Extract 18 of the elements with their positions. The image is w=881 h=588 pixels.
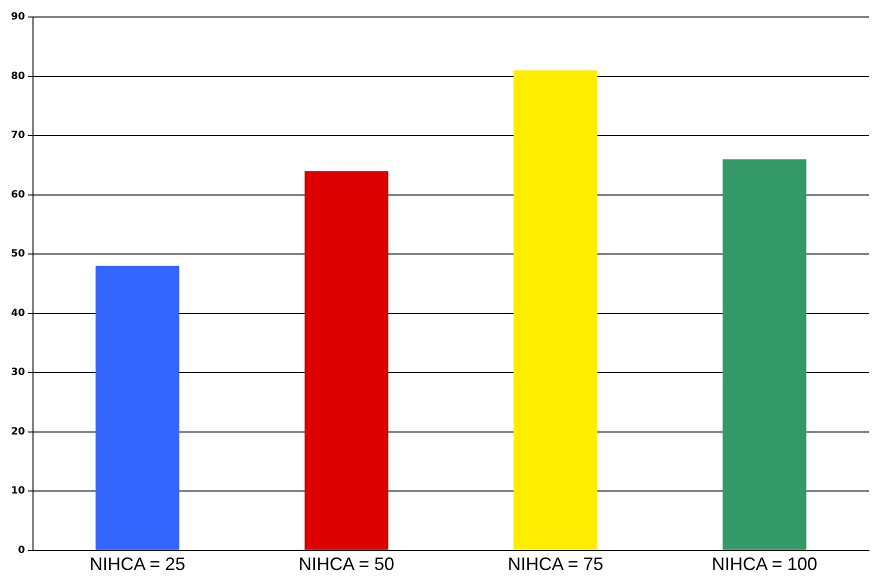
bar (722, 159, 806, 550)
y-tick-label: 10 (10, 486, 25, 497)
bar (96, 266, 180, 550)
y-tick-label: 90 (10, 12, 25, 23)
bar (304, 171, 388, 550)
y-tick-label: 70 (10, 130, 25, 142)
y-tick-label: 0 (18, 544, 25, 556)
x-tick-label: NIHCA = 50 (298, 554, 394, 574)
y-tick-label: 50 (10, 248, 25, 260)
x-tick-label: NIHCA = 75 (508, 554, 604, 574)
y-tick-label: 40 (10, 308, 25, 319)
x-tick-label: NIHCA = 100 (712, 554, 818, 574)
y-tick-label: 20 (10, 426, 25, 438)
x-tick-label: NIHCA = 25 (90, 554, 186, 574)
bar (514, 70, 598, 550)
y-tick-label: 30 (10, 367, 25, 378)
y-tick-label: 80 (10, 70, 25, 82)
y-tick-label: 60 (10, 189, 25, 200)
